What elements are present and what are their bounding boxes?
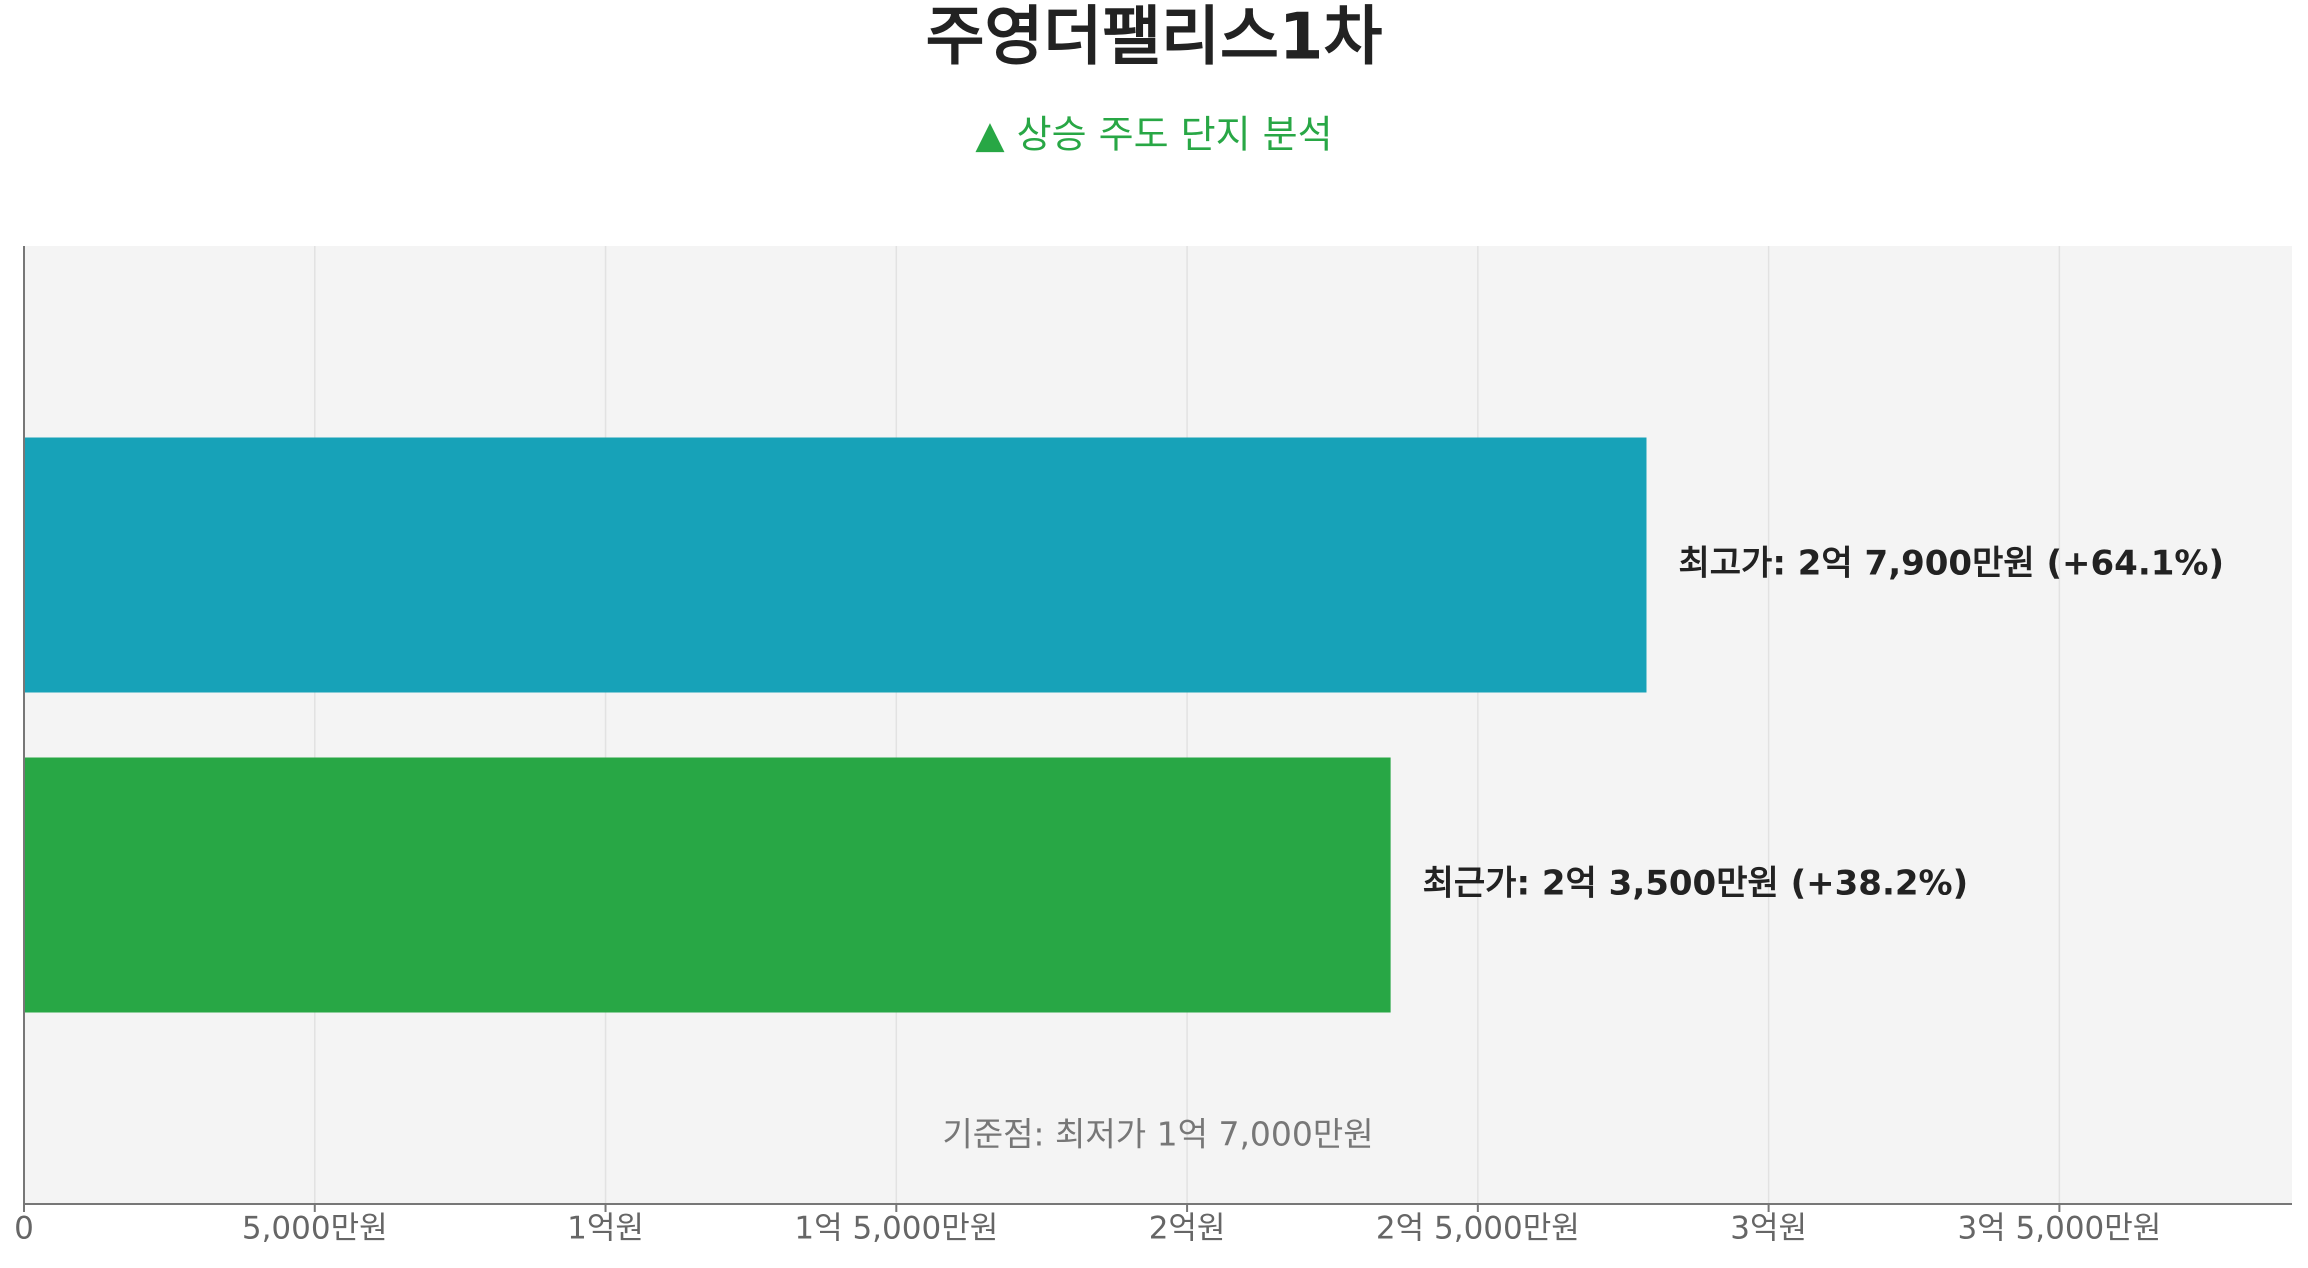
x-tick-label: 1억원 (567, 1211, 644, 1247)
value-label: 최고가: 2억 7,900만원 (+64.1%) (1678, 544, 2224, 584)
annotation: 기준점: 최저가 1억 7,000만원 (942, 1115, 1373, 1154)
grid (23, 246, 2061, 1204)
x-tick-label: 2억원 (1149, 1211, 1226, 1247)
x-tick-label: 5,000만원 (242, 1211, 388, 1247)
bar (24, 757, 1391, 1013)
x-tick-label: 0 (14, 1211, 34, 1247)
bar (24, 437, 1647, 693)
plot-area (24, 246, 2292, 1204)
value-label: 최근가: 2억 3,500만원 (+38.2%) (1423, 864, 1969, 904)
x-tick-label: 1억 5,000만원 (794, 1211, 998, 1247)
bars: 최고가: 2억 7,900만원 (+64.1%) 최근가: 2억 3,500만원 … (24, 437, 2224, 1013)
x-tick-label: 3억 5,000만원 (1957, 1211, 2161, 1247)
x-tick-label: 2억 5,000만원 (1376, 1211, 1580, 1247)
chart-title: 주영더팰리스1차 (926, 1, 1383, 75)
x-tick-label: 3억원 (1730, 1211, 1807, 1247)
chart-subtitle: ▲ 상승 주도 단지 분석 (975, 113, 1332, 157)
